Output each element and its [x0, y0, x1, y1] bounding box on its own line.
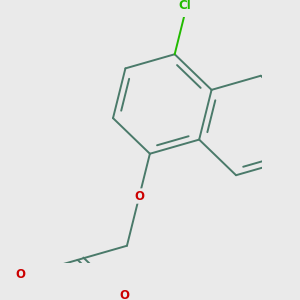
Text: O: O: [134, 190, 144, 202]
Text: Cl: Cl: [179, 0, 192, 12]
Text: O: O: [16, 268, 26, 281]
Text: O: O: [120, 289, 130, 300]
